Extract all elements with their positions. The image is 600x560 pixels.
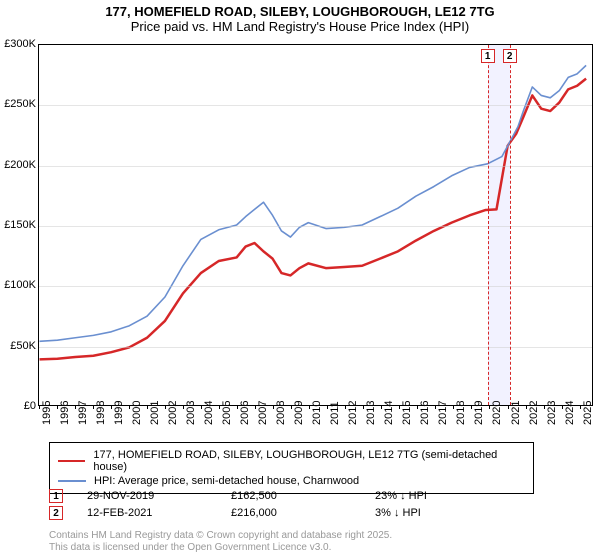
x-tick-label: 2004 [203,401,215,425]
x-tick [544,405,545,409]
x-tick [363,405,364,409]
series-price_paid [40,79,587,360]
x-tick-label: 2011 [329,401,341,425]
marker-badge-on-plot: 2 [503,49,517,63]
marker-table: 1 29-NOV-2019 £162,500 23% ↓ HPI 2 12-FE… [49,486,495,523]
x-tick-label: 2016 [419,401,431,425]
x-tick-label: 1995 [41,401,53,425]
marker-line [510,45,511,405]
y-tick-label: £0 [0,400,36,412]
legend-label: 177, HOMEFIELD ROAD, SILEBY, LOUGHBOROUG… [93,449,525,473]
y-tick-label: £300K [0,38,36,50]
marker-badge-on-plot: 1 [481,49,495,63]
y-tick-label: £200K [0,159,36,171]
x-tick-label: 1997 [77,401,89,425]
x-tick-label: 2002 [167,401,179,425]
x-tick [147,405,148,409]
x-tick [508,405,509,409]
x-tick [57,405,58,409]
marker-date: 29-NOV-2019 [87,490,207,502]
x-tick [219,405,220,409]
title-line-1: 177, HOMEFIELD ROAD, SILEBY, LOUGHBOROUG… [10,4,590,19]
legend-item: 177, HOMEFIELD ROAD, SILEBY, LOUGHBOROUG… [58,449,525,473]
y-tick-label: £250K [0,98,36,110]
y-tick-label: £150K [0,219,36,231]
marker-price: £216,000 [231,507,351,519]
x-tick-label: 2015 [401,401,413,425]
x-tick [93,405,94,409]
x-tick-label: 2008 [275,401,287,425]
x-tick [39,405,40,409]
marker-badge: 1 [49,489,63,503]
x-tick [381,405,382,409]
x-tick [471,405,472,409]
license-text: Contains HM Land Registry data © Crown c… [49,530,392,554]
x-tick [291,405,292,409]
x-tick [526,405,527,409]
legend-swatch [58,460,85,463]
x-tick [435,405,436,409]
marker-row: 2 12-FEB-2021 £216,000 3% ↓ HPI [49,506,495,520]
marker-date: 12-FEB-2021 [87,507,207,519]
plot-area: 1995199619971998199920002001200220032004… [38,44,593,406]
x-tick-label: 2007 [257,401,269,425]
chart-container: 177, HOMEFIELD ROAD, SILEBY, LOUGHBOROUG… [0,0,600,560]
x-tick-label: 2021 [510,401,522,425]
marker-line [488,45,489,405]
x-tick-label: 2013 [365,401,377,425]
y-tick-label: £50K [0,340,36,352]
x-tick-label: 2012 [347,401,359,425]
x-tick [165,405,166,409]
marker-badge: 2 [49,506,63,520]
marker-row: 1 29-NOV-2019 £162,500 23% ↓ HPI [49,489,495,503]
x-tick-label: 1998 [95,401,107,425]
x-tick [111,405,112,409]
x-tick-label: 2003 [185,401,197,425]
marker-delta: 23% ↓ HPI [375,490,495,502]
legend-swatch [58,480,86,482]
x-tick [489,405,490,409]
x-tick [345,405,346,409]
x-tick-label: 2023 [546,401,558,425]
x-tick [273,405,274,409]
marker-price: £162,500 [231,490,351,502]
x-tick [129,405,130,409]
x-tick-label: 2009 [293,401,305,425]
marker-delta: 3% ↓ HPI [375,507,495,519]
series-hpi [40,65,587,341]
x-tick-label: 2024 [564,401,576,425]
y-tick-label: £100K [0,279,36,291]
title-block: 177, HOMEFIELD ROAD, SILEBY, LOUGHBOROUG… [0,0,600,36]
x-tick-label: 2005 [221,401,233,425]
x-tick-label: 2022 [528,401,540,425]
x-tick-label: 2006 [239,401,251,425]
x-tick-label: 2018 [455,401,467,425]
x-tick [183,405,184,409]
x-tick-label: 2001 [149,401,161,425]
x-tick-label: 1999 [113,401,125,425]
x-tick-label: 2017 [437,401,449,425]
x-tick-label: 2000 [131,401,143,425]
x-tick [201,405,202,409]
x-tick [417,405,418,409]
x-tick-label: 2019 [473,401,485,425]
x-tick [562,405,563,409]
x-tick [255,405,256,409]
title-line-2: Price paid vs. HM Land Registry's House … [10,19,590,34]
x-tick-label: 2020 [491,401,503,425]
x-tick [399,405,400,409]
x-tick-label: 2010 [311,401,323,425]
x-tick [309,405,310,409]
x-tick [237,405,238,409]
x-tick [75,405,76,409]
x-tick [453,405,454,409]
license-line-1: Contains HM Land Registry data © Crown c… [49,530,392,542]
x-tick-label: 2025 [582,401,594,425]
license-line-2: This data is licensed under the Open Gov… [49,542,392,554]
x-tick-label: 2014 [383,401,395,425]
x-tick-label: 1996 [59,401,71,425]
x-tick [327,405,328,409]
x-tick [580,405,581,409]
